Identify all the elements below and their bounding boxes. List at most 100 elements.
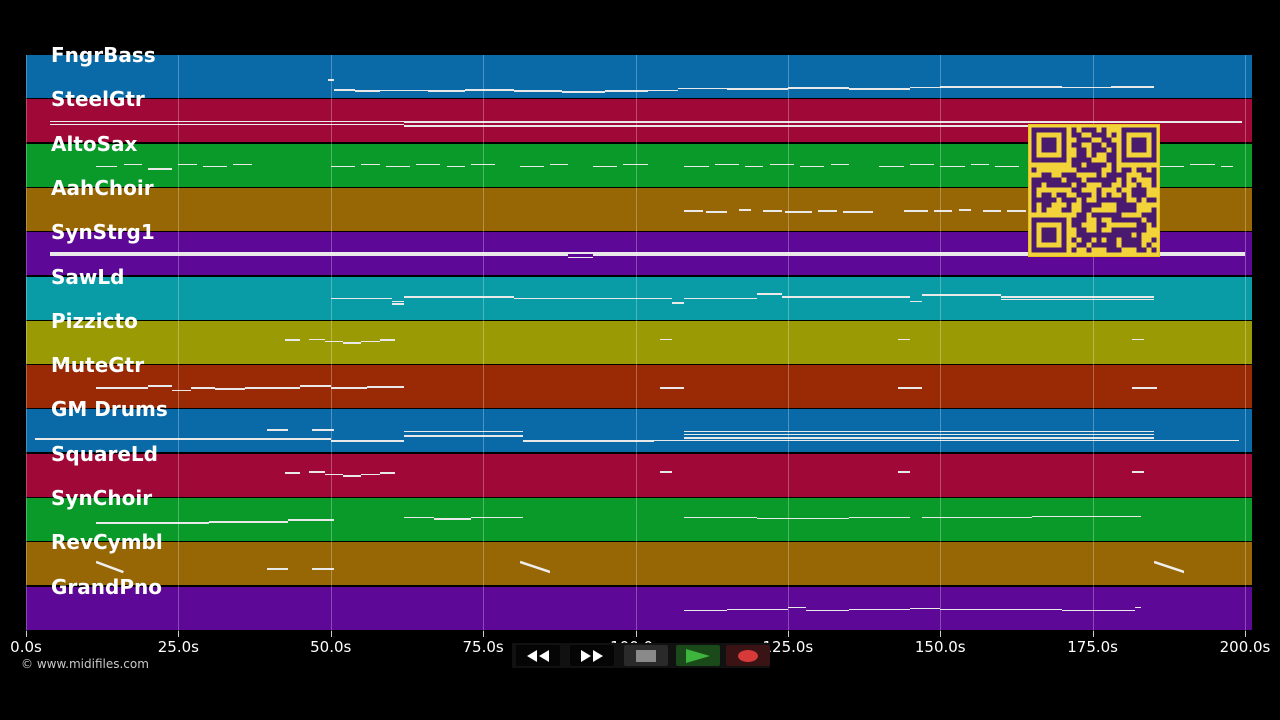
note: [684, 433, 1154, 436]
note: [909, 86, 941, 89]
note: [739, 209, 752, 211]
note: [592, 165, 618, 168]
note: [123, 163, 142, 166]
note: [830, 163, 849, 166]
note: [653, 439, 685, 442]
note: [327, 79, 334, 81]
note: [909, 300, 922, 303]
track-label: SquareLd: [51, 441, 158, 466]
note: [178, 163, 197, 166]
note: [1129, 121, 1242, 124]
note: [897, 387, 922, 389]
note: [684, 210, 703, 212]
note: [147, 385, 173, 387]
track-label: GM Drums: [51, 397, 168, 422]
note: [342, 342, 362, 344]
note: [659, 387, 685, 389]
note: [562, 91, 606, 93]
track-label: MuteGtr: [51, 353, 145, 378]
note: [787, 606, 807, 609]
gridline: [787, 55, 789, 631]
note: [416, 163, 441, 166]
track-lane: [26, 453, 1252, 497]
note: [361, 473, 380, 476]
note: [470, 163, 496, 166]
tick-mark: [26, 631, 27, 637]
note: [1159, 165, 1185, 168]
note: [958, 209, 971, 211]
note: [300, 385, 331, 387]
note: [403, 124, 1130, 127]
note: [309, 338, 325, 341]
swoosh-note: [96, 561, 124, 574]
note: [391, 300, 404, 303]
note: [672, 302, 685, 304]
note: [921, 294, 1002, 296]
note: [848, 88, 910, 90]
note: [446, 165, 465, 168]
note: [312, 568, 334, 570]
tick-mark: [635, 631, 637, 637]
note: [1062, 609, 1136, 612]
note: [970, 163, 989, 166]
note: [190, 387, 215, 389]
rewind-button[interactable]: [516, 645, 560, 666]
note: [678, 87, 727, 90]
tick-mark: [483, 631, 485, 637]
record-button[interactable]: [726, 645, 770, 666]
note: [50, 254, 569, 256]
note: [848, 516, 910, 519]
note: [324, 473, 343, 476]
note: [1062, 86, 1111, 89]
play-button[interactable]: [676, 645, 720, 666]
note: [434, 518, 471, 520]
stop-button[interactable]: [624, 645, 668, 666]
swoosh-note: [519, 561, 551, 574]
track-lane: [26, 320, 1252, 364]
tick-mark: [940, 631, 942, 637]
note: [285, 339, 301, 342]
tick-label: 175.0s: [1067, 638, 1119, 656]
note: [361, 340, 380, 343]
note: [684, 609, 727, 612]
note: [330, 387, 368, 389]
note: [781, 296, 910, 299]
note: [1031, 515, 1142, 518]
note: [379, 339, 395, 342]
tick-label: 25.0s: [157, 638, 199, 656]
note: [684, 297, 758, 300]
note: [982, 210, 1002, 212]
tick-label: 50.0s: [310, 638, 352, 656]
note: [50, 252, 1245, 254]
track-lane: [26, 409, 1252, 453]
note: [568, 256, 593, 259]
note: [623, 163, 648, 166]
copyright-text: © www.midifiles.com: [21, 657, 149, 671]
note: [879, 165, 904, 168]
note: [330, 440, 404, 443]
note: [379, 472, 395, 474]
rewind-icon: [527, 649, 549, 662]
fast-forward-button[interactable]: [570, 645, 614, 666]
note: [35, 438, 331, 440]
note: [385, 165, 410, 168]
note: [312, 429, 334, 431]
note: [266, 568, 289, 570]
note: [842, 210, 874, 213]
note: [522, 440, 654, 443]
tick-label: 150.0s: [914, 638, 966, 656]
note: [403, 435, 523, 437]
note: [800, 165, 825, 168]
note: [50, 123, 404, 126]
note: [684, 436, 1154, 439]
track-label: SynChoir: [51, 486, 153, 511]
note: [714, 163, 740, 166]
gridline: [1245, 55, 1246, 631]
track-label: FngrBass: [51, 43, 156, 67]
note: [659, 338, 673, 341]
tick-mark: [1092, 631, 1094, 637]
note: [659, 471, 673, 474]
note: [1132, 471, 1145, 474]
note: [96, 165, 118, 168]
note: [1001, 296, 1154, 299]
